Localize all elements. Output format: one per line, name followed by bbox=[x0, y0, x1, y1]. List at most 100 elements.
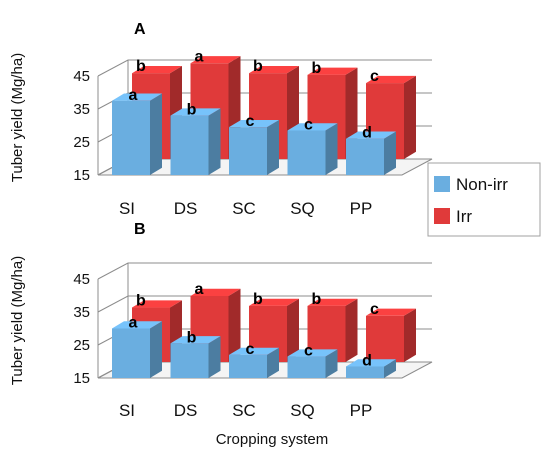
panel-a-bar-non-irr-pp-top bbox=[346, 131, 396, 139]
panel-b-bar-non-irr-pp bbox=[346, 359, 396, 378]
panel-a-category-label-ds: DS bbox=[174, 199, 198, 218]
panel-a-y-tick-label: 35 bbox=[73, 101, 90, 118]
panel-b-label: B bbox=[134, 221, 146, 238]
panel-a-bar-non-irr-ds-front bbox=[170, 115, 209, 175]
panel-b-bar-non-irr-ds-side bbox=[208, 336, 221, 378]
panel-b-category-label-pp: PP bbox=[350, 401, 373, 420]
panel-a-bar-irr-sc-top bbox=[249, 66, 299, 74]
panel-a-y-tick-label: 15 bbox=[73, 167, 90, 184]
panel-a-bar-non-irr-ds-side bbox=[208, 108, 221, 175]
panel-a-y-tick-label: 25 bbox=[73, 134, 90, 151]
panel-a-letter-non-irr-sc: c bbox=[246, 113, 255, 130]
panel-b-letter-irr-sq: b bbox=[312, 291, 322, 308]
panel-b-bar-non-irr-sq bbox=[287, 349, 338, 378]
panel-b-bar-irr-sc-top bbox=[249, 298, 299, 306]
panel-b-bar-non-irr-si-side bbox=[150, 321, 162, 378]
panel-b-bar-irr-sq-side bbox=[345, 298, 358, 362]
panel-b-bar-irr-pp-top bbox=[366, 308, 416, 316]
panel-a-bar-non-irr-sc-top bbox=[229, 119, 279, 128]
panel-b-category-label-ds: DS bbox=[174, 401, 198, 420]
panel-a-bar-non-irr-sq-top bbox=[287, 123, 338, 131]
panel-b-bar-non-irr-si bbox=[112, 321, 162, 378]
panel-a-bar-non-irr-si bbox=[112, 93, 162, 175]
panel-b-letter-irr-pp: c bbox=[370, 301, 379, 318]
panel-b-bar-irr-pp-front bbox=[366, 315, 404, 362]
panel-a-bar-non-irr-sq-front bbox=[287, 130, 326, 175]
legend-label-irr: Irr bbox=[456, 207, 472, 226]
panel-b-letter-irr-ds: a bbox=[195, 281, 204, 298]
legend: Non-irr Irr bbox=[427, 162, 541, 237]
panel-b-y-tick-label: 35 bbox=[73, 304, 90, 321]
legend-swatch-non-irr bbox=[434, 176, 450, 192]
panel-a-bar-non-irr-sq bbox=[287, 123, 338, 175]
panel-b-bar-non-irr-sq-side bbox=[325, 349, 338, 378]
panel-b-bar-irr-sc-side bbox=[287, 298, 299, 362]
panel-a-letter-irr-sc: b bbox=[253, 58, 263, 75]
panel-b-bar-non-irr-sq-top bbox=[287, 349, 338, 357]
panel-a-category-label-sq: SQ bbox=[290, 199, 315, 218]
panel-b-bar-non-irr-ds-top bbox=[170, 336, 221, 344]
panel-a-category-label-si: SI bbox=[119, 199, 135, 218]
panel-b-gridline bbox=[97, 295, 432, 313]
panel-b-letter-non-irr-sq: c bbox=[304, 343, 313, 360]
panel-a-category-label-sc: SC bbox=[232, 199, 256, 218]
panel-a-y-tick-label: 45 bbox=[73, 68, 90, 85]
panel-b-category-label-si: SI bbox=[119, 401, 135, 420]
panel-b-letter-non-irr-sc: c bbox=[246, 341, 255, 358]
panel-b-bar-irr-sq-top bbox=[307, 298, 358, 306]
panel-a-bar-non-irr-sq-side bbox=[325, 123, 338, 175]
panel-b-bar-irr-ds-top bbox=[190, 288, 241, 296]
panel-b-bar-non-irr-pp-front bbox=[346, 366, 384, 378]
panel-a-bar-non-irr-pp-front bbox=[346, 138, 384, 175]
panel-b-letter-non-irr-si: a bbox=[129, 315, 138, 332]
panel-b-bar-non-irr-si-front bbox=[112, 328, 150, 378]
panel-b-bar-non-irr-ds-front bbox=[170, 343, 209, 378]
panel-a-bar-non-irr-sc-front bbox=[229, 127, 267, 175]
panel-a-category-label-pp: PP bbox=[350, 199, 373, 218]
panel-b-letter-non-irr-ds: b bbox=[187, 329, 197, 346]
panel-a-bar-irr-pp-side bbox=[404, 75, 416, 159]
panel-a-bar-non-irr-pp bbox=[346, 131, 396, 175]
panel-b-bar-non-irr-pp-top bbox=[346, 359, 396, 367]
panel-b-y-tick-label: 45 bbox=[73, 271, 90, 288]
legend-label-non-irr: Non-irr bbox=[456, 175, 508, 194]
panel-b-bar-irr-pp-side bbox=[404, 308, 416, 362]
panel-a-bar-irr-sq-top bbox=[307, 67, 358, 75]
panel-b-category-label-sq: SQ bbox=[290, 401, 315, 420]
panel-a-bar-non-irr-si-front bbox=[112, 100, 150, 175]
panel-a-letter-non-irr-si: a bbox=[129, 87, 138, 104]
legend-box bbox=[427, 162, 541, 237]
panel-b-bar-non-irr-sc-side bbox=[267, 347, 279, 378]
panel-a-bar-irr-ds-top bbox=[190, 56, 241, 64]
panel-b-y-tick-label: 15 bbox=[73, 370, 90, 387]
panel-b-bar-non-irr-ds bbox=[170, 336, 221, 378]
panel-a-letter-irr-si: b bbox=[136, 58, 146, 75]
panel-a-bar-non-irr-sc bbox=[229, 119, 279, 175]
x-axis-title: Cropping system bbox=[216, 431, 329, 448]
panel-a-letter-non-irr-pp: d bbox=[362, 125, 372, 142]
panel-a-letter-irr-pp: c bbox=[370, 68, 379, 85]
panel-a-gridline bbox=[97, 59, 432, 77]
panel-b-gridline bbox=[97, 262, 432, 280]
panel-b-bar-non-irr-sc-top bbox=[229, 347, 279, 355]
panel-a-bar-non-irr-si-side bbox=[150, 93, 162, 175]
panel-b-bar-non-irr-si-top bbox=[112, 321, 162, 329]
panel-a-bar-irr-pp-top bbox=[366, 75, 416, 84]
panel-a-bar-non-irr-sc-side bbox=[267, 119, 279, 175]
panel-a-bar-non-irr-ds-top bbox=[170, 108, 221, 116]
panel-a-letter-irr-ds: a bbox=[195, 48, 204, 65]
panel-b-y-tick-label: 25 bbox=[73, 337, 90, 354]
panel-b-bar-non-irr-sc bbox=[229, 347, 279, 378]
panel-a-letter-non-irr-ds: b bbox=[187, 102, 197, 119]
panel-a-letter-irr-sq: b bbox=[312, 60, 322, 77]
legend-swatch-irr bbox=[434, 208, 450, 224]
panel-b-letter-irr-si: b bbox=[136, 293, 146, 310]
panel-a-label: A bbox=[134, 21, 146, 38]
panel-b-y-axis-title: Tuber yield (Mg/ha) bbox=[9, 256, 26, 386]
panel-a-bar-irr-si-top bbox=[132, 66, 182, 74]
panel-b-bar-non-irr-pp-side bbox=[384, 359, 396, 378]
panel-b-bar-non-irr-sc-front bbox=[229, 354, 267, 378]
